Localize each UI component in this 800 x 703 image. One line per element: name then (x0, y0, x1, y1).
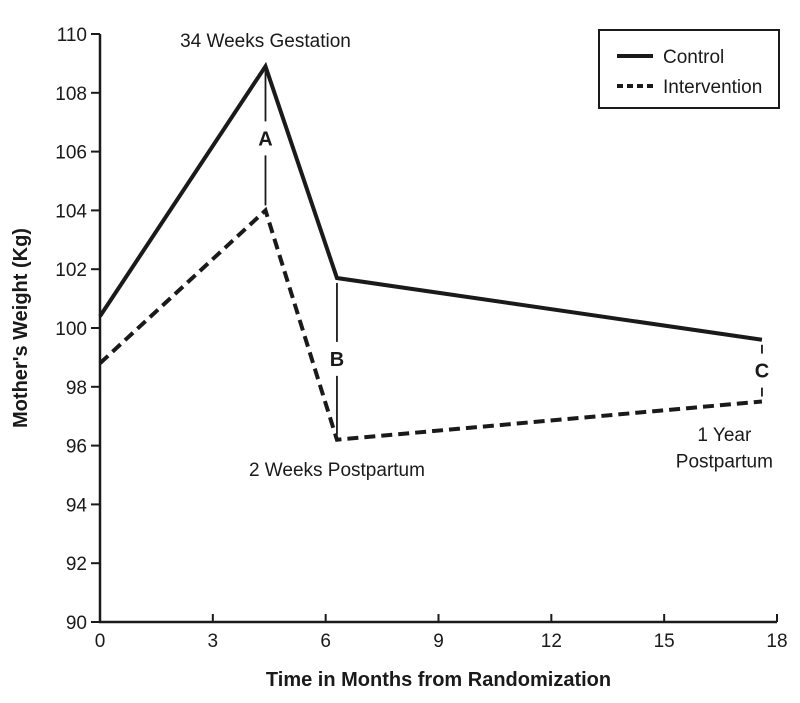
x-tick-label: 9 (433, 631, 444, 652)
connector-label-a: A (258, 128, 272, 150)
y-tick-label: 96 (66, 437, 87, 458)
x-tick-label: 6 (320, 631, 331, 652)
y-tick-label: 90 (66, 613, 87, 634)
y-tick-label: 98 (66, 378, 87, 399)
annotation: Postpartum (676, 451, 773, 472)
y-tick-label: 110 (57, 25, 87, 46)
x-tick-label: 18 (766, 631, 787, 652)
x-tick-label: 0 (95, 631, 106, 652)
y-tick-label: 92 (66, 554, 87, 575)
x-tick-label: 15 (654, 631, 675, 652)
y-tick-label: 106 (55, 143, 87, 164)
y-tick-label: 104 (55, 201, 87, 222)
x-tick-label: 12 (541, 631, 562, 652)
legend-label: Control (663, 47, 724, 68)
series-control-line (98, 61, 763, 342)
connector-label-c: C (755, 361, 769, 383)
annotation: 34 Weeks Gestation (180, 31, 351, 52)
legend-box (598, 29, 780, 109)
series-intervention-line (98, 206, 763, 442)
y-tick-label: 94 (66, 495, 88, 516)
annotation: 2 Weeks Postpartum (249, 460, 425, 481)
y-tick-label: 108 (55, 84, 87, 105)
x-axis-title: Time in Months from Randomization (266, 669, 611, 691)
x-tick-label: 3 (208, 631, 219, 652)
y-axis-title: Mother's Weight (Kg) (10, 228, 32, 428)
y-tick-label: 100 (55, 319, 87, 340)
legend-label: Intervention (663, 77, 762, 98)
y-tick-label: 102 (55, 260, 87, 281)
connector-label-b: B (330, 349, 344, 371)
annotation: 1 Year (697, 425, 752, 446)
